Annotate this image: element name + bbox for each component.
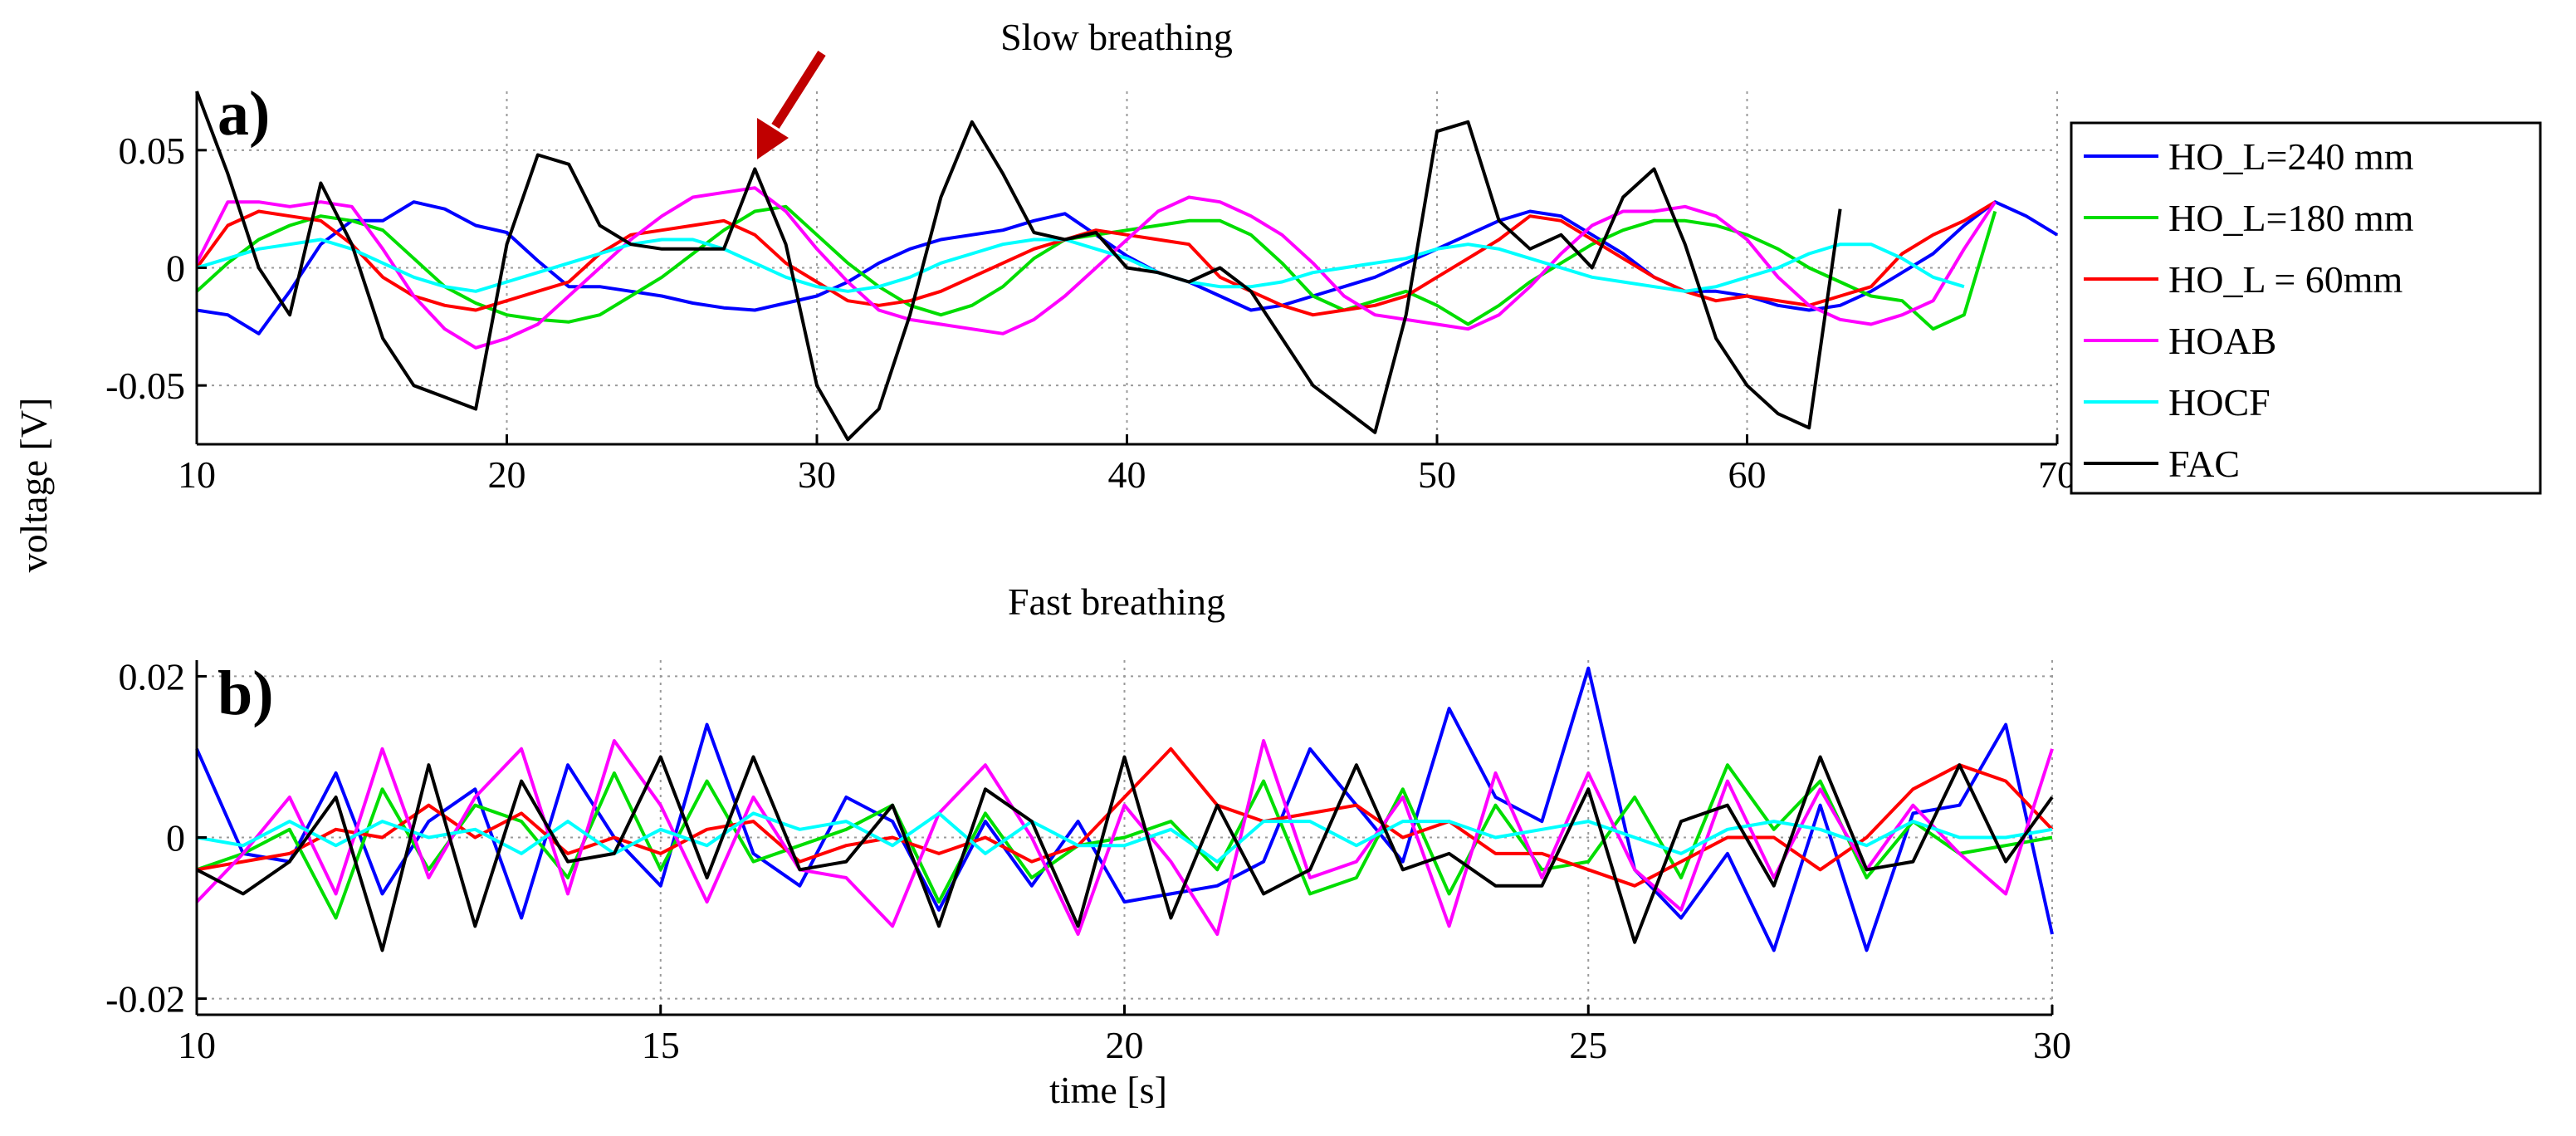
annotation-arrow: [757, 51, 826, 159]
series-line-hoab: [195, 186, 1997, 350]
series-line-ho-l-60mm: [196, 747, 2054, 888]
y-tick-label: -0.02: [105, 978, 185, 1021]
panel-a-title: Slow breathing: [1000, 16, 1233, 58]
x-tick-label: 40: [1108, 453, 1146, 496]
x-axis-label: time [s]: [1049, 1069, 1167, 1111]
y-tick-label: 0: [166, 817, 185, 859]
plot-a-area: 10 20 30 40 50 60 70 0.05 0 -0.05: [105, 91, 2076, 496]
legend-label: HO_L=240 mm: [2168, 135, 2414, 178]
series-line-ho-l-180-mm: [196, 763, 2053, 920]
y-axis-label: voltage [V]: [12, 398, 55, 573]
x-tick-label: 20: [1106, 1024, 1144, 1066]
series-line-hoab: [195, 739, 2054, 936]
annotation-arrow-head: [757, 118, 789, 159]
legend-item: HOCF: [2084, 381, 2270, 424]
legend-items: HO_L=240 mm HO_L=180 mm HO_L = 60mm HOAB HOC…: [2084, 135, 2414, 485]
annotation-arrow-shaft: [771, 51, 826, 129]
legend-label: HO_L = 60mm: [2168, 258, 2403, 301]
x-tick-label: 15: [642, 1024, 680, 1066]
panel-b: Fast breathing 10 15 20 25 30 0.02 0 -0.02 b) t…: [105, 580, 2071, 1111]
y-tick-label: 0: [166, 247, 185, 290]
panel-b-label: b): [218, 659, 274, 728]
series-line-hocf: [196, 237, 1965, 293]
x-tick-label: 50: [1418, 453, 1456, 496]
legend-label: FAC: [2168, 443, 2240, 485]
series-line-ho-l-240-mm: [195, 666, 2054, 952]
x-tick-label: 25: [1569, 1024, 1607, 1066]
legend-box: [2070, 121, 2542, 495]
x-tick-label: 30: [798, 453, 836, 496]
x-tick-label: 10: [178, 1024, 216, 1066]
panel-a: Slow breathing 10 20 30 40 50 60 700.050-0.05 …: [105, 16, 2076, 496]
legend-item: HO_L=180 mm: [2084, 197, 2414, 239]
legend-label: HO_L=180 mm: [2168, 197, 2414, 239]
legend: HO_L=240 mm HO_L=180 mm HO_L = 60mm HOAB HOC…: [2070, 121, 2542, 495]
legend-item: HOAB: [2084, 320, 2276, 362]
legend-item: FAC: [2084, 443, 2240, 485]
x-tick-label: 20: [488, 453, 526, 496]
panel-a-label: a): [218, 79, 270, 149]
x-tick-label: 70: [2038, 453, 2076, 496]
x-tick-label: 10: [178, 453, 216, 496]
panel-b-title: Fast breathing: [1008, 580, 1225, 623]
series-line-fac: [196, 755, 2054, 952]
series-line-hocf: [196, 811, 2053, 864]
y-tick-label: 0.05: [119, 130, 186, 172]
y-tick-label: -0.05: [105, 365, 185, 407]
x-tick-label: 30: [2033, 1024, 2071, 1066]
x-tick-label: 60: [1728, 453, 1767, 496]
legend-label: HOCF: [2168, 381, 2270, 424]
legend-item: HO_L = 60mm: [2084, 258, 2403, 301]
legend-item: HO_L=240 mm: [2084, 135, 2414, 178]
y-tick-label: 0.02: [119, 655, 186, 698]
plot-b-area: 10 15 20 25 30 0.02 0 -0.02: [105, 655, 2071, 1066]
series-line-fac: [195, 91, 1842, 442]
legend-label: HOAB: [2168, 320, 2276, 362]
